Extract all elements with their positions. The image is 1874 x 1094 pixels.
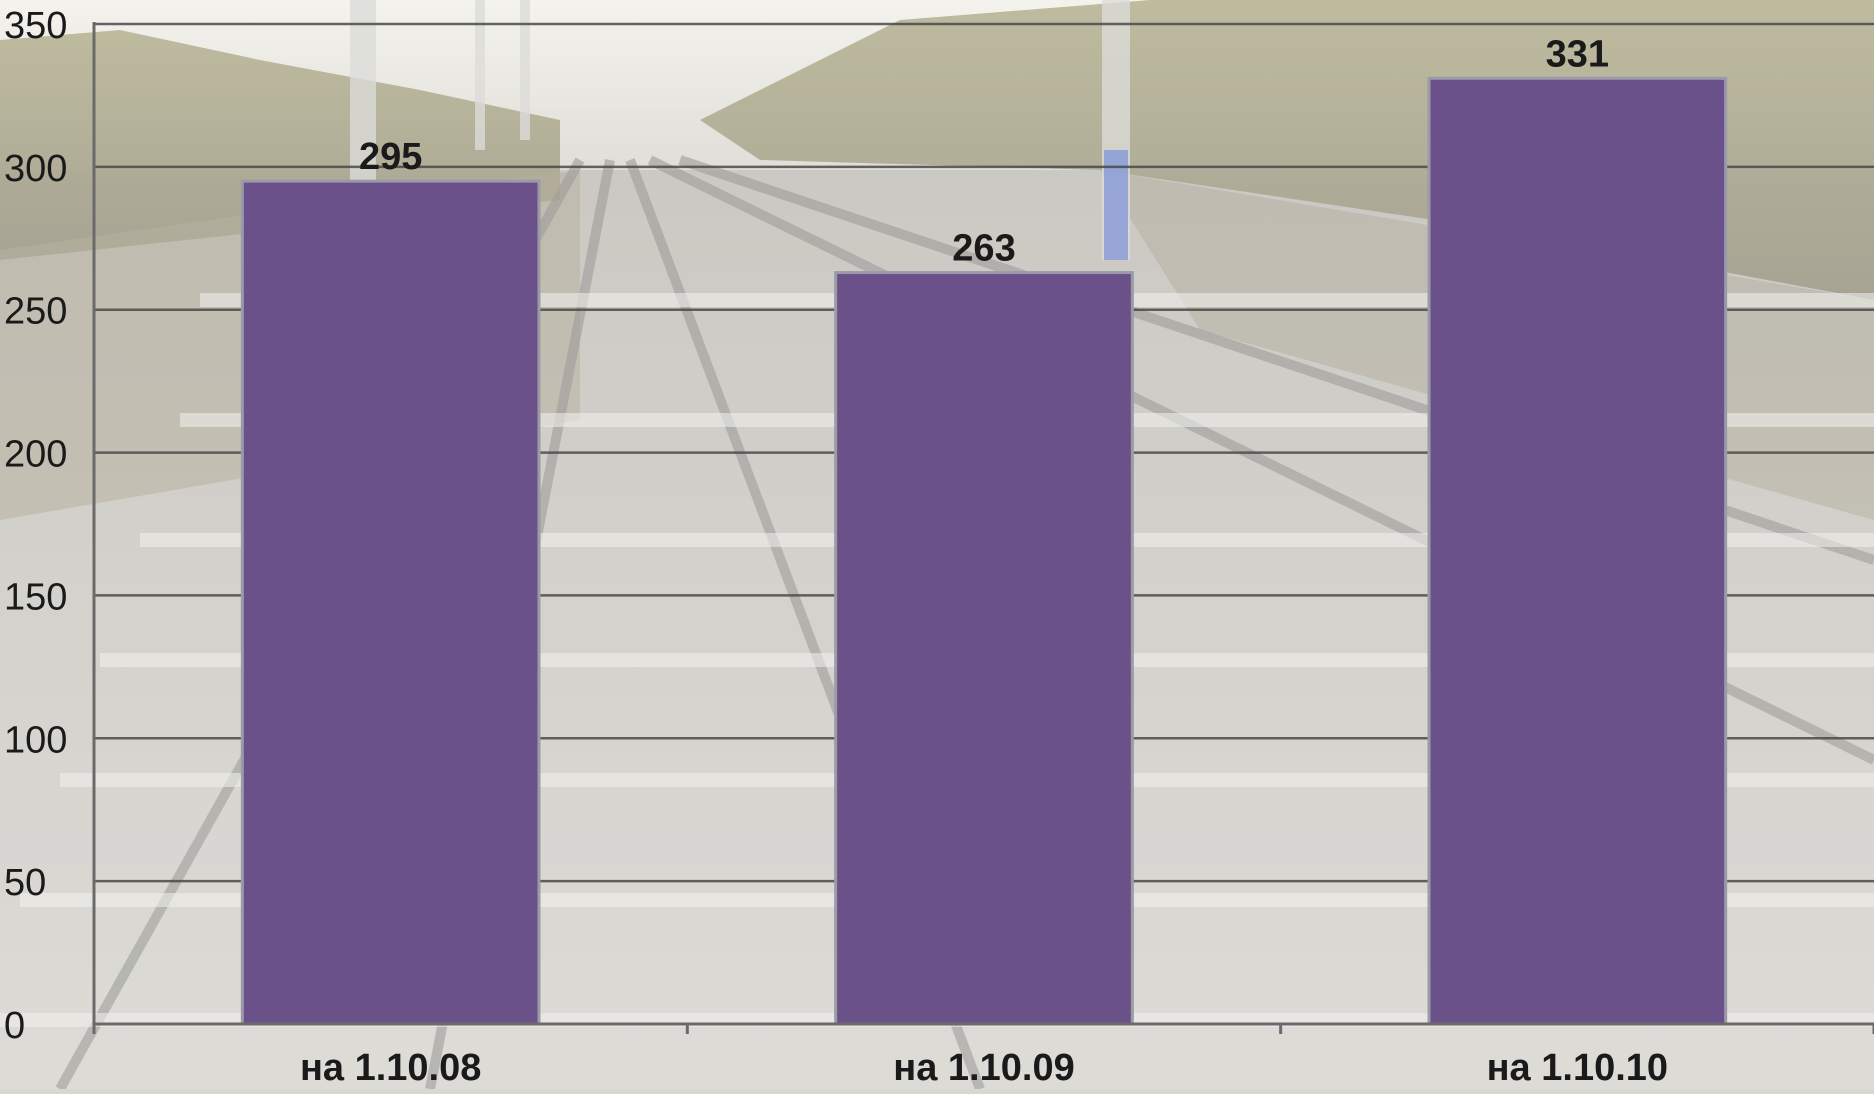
- x-tick-label: на 1.10.10: [1487, 1047, 1668, 1089]
- y-tick-label: 0: [4, 1005, 25, 1047]
- bar: [240, 179, 541, 1026]
- y-tick-label: 350: [4, 5, 67, 47]
- y-axis: 0 50 100 150 200 250 300 350: [4, 5, 96, 1047]
- bar: [1427, 76, 1728, 1026]
- data-label: 263: [952, 228, 1015, 270]
- y-tick-label: 300: [4, 148, 67, 190]
- y-tick-label: 100: [4, 719, 67, 761]
- data-label: 295: [359, 136, 422, 178]
- bar: [834, 271, 1134, 1026]
- x-tick-label: на 1.10.09: [893, 1047, 1074, 1089]
- y-tick-label: 250: [4, 291, 67, 333]
- y-tick-label: 150: [4, 576, 67, 618]
- y-tick-label: 50: [4, 862, 46, 904]
- x-axis: на 1.10.08 на 1.10.09 на 1.10.10: [92, 1022, 1874, 1089]
- y-tick-label: 200: [4, 434, 67, 476]
- bars: 295 263 331: [240, 33, 1728, 1026]
- data-label: 331: [1546, 33, 1609, 75]
- x-tick-label: на 1.10.08: [300, 1047, 481, 1089]
